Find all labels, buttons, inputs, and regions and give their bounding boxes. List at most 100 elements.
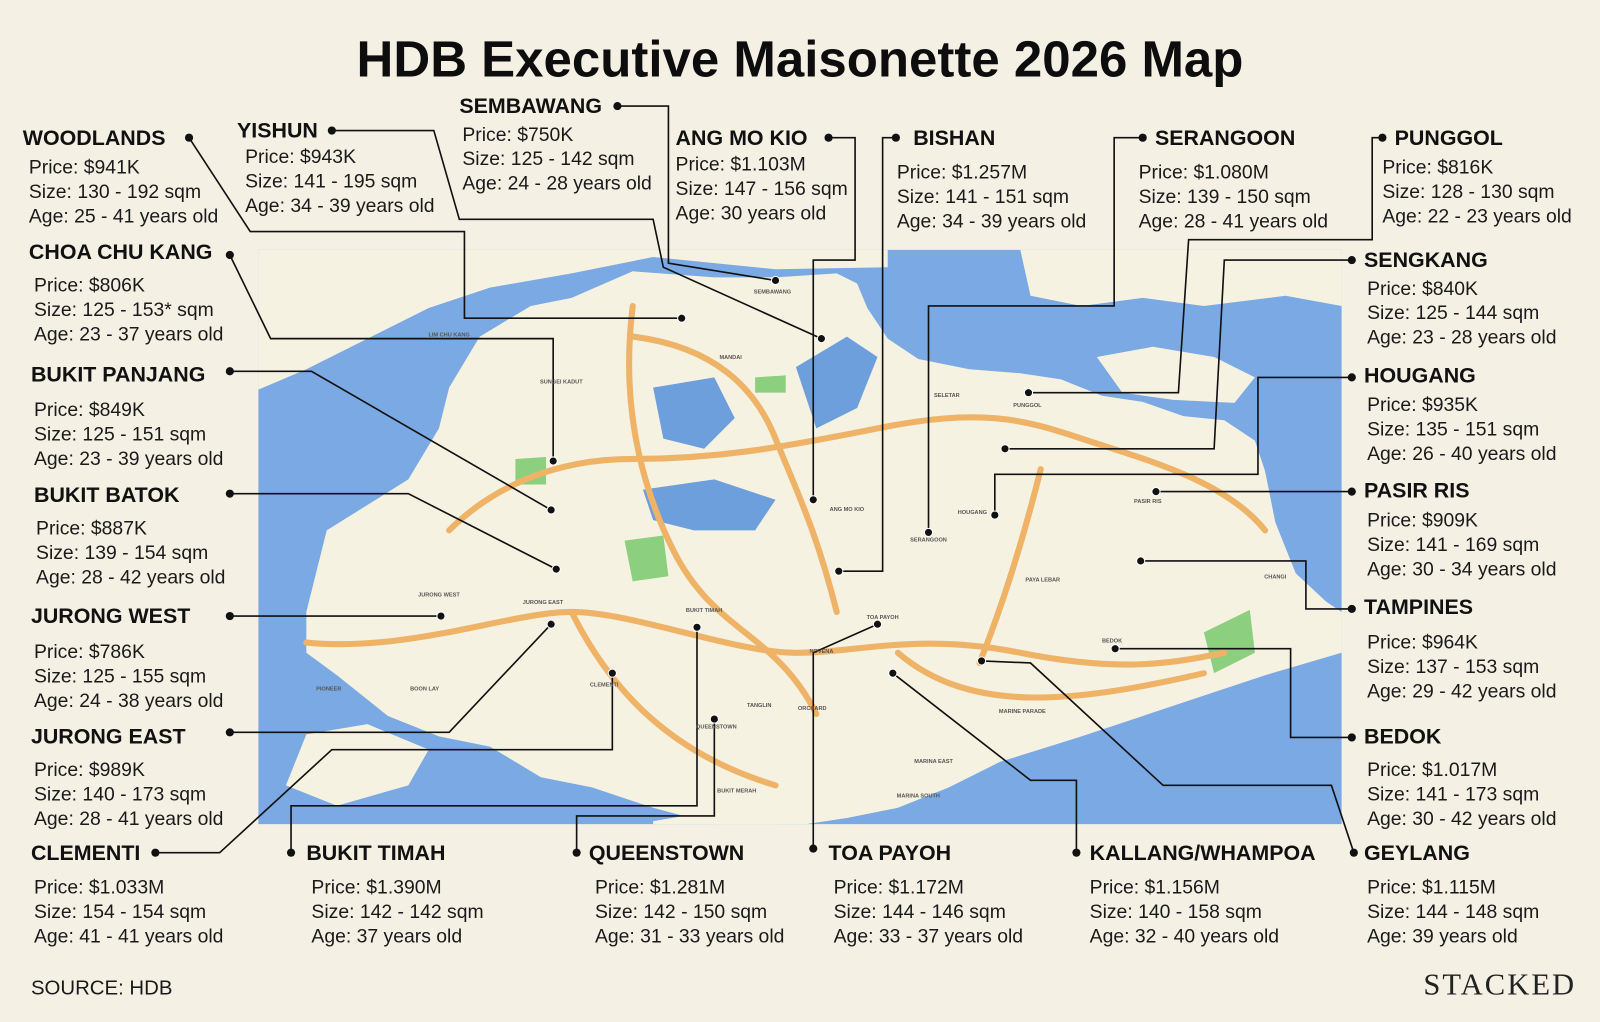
label-dot [1347, 604, 1356, 613]
label-dot [1347, 487, 1356, 496]
johor-land [258, 249, 888, 390]
estate-age: Age: 22 - 23 years old [1382, 205, 1571, 227]
estate-price: Price: $840K [1367, 278, 1478, 300]
leader-line [927, 136, 1143, 533]
estate-size: Size: 125 - 155 sqm [34, 665, 206, 687]
expressway [568, 608, 779, 789]
map-place-label: MANDAI [719, 355, 742, 361]
label-dot [1347, 373, 1356, 382]
estate-price: Price: $964K [1367, 632, 1478, 654]
estate-size: Size: 125 - 153* sqm [34, 299, 214, 321]
estate-price: Price: $989K [34, 759, 145, 781]
map-place-label: ORCHARD [798, 706, 827, 712]
estate-name: TOA PAYOH [829, 841, 952, 865]
map [258, 249, 1342, 825]
map-place-label: PUNGGOL [1013, 403, 1042, 409]
estate-age: Age: 25 - 41 years old [29, 205, 218, 227]
estate-age: Age: 28 - 41 years old [34, 808, 223, 830]
leader-line [290, 627, 698, 853]
location-dot [834, 566, 844, 576]
location-dot [548, 456, 558, 466]
estate-age: Age: 23 - 28 years old [1367, 327, 1556, 349]
location-dot [1151, 487, 1161, 497]
map-place-label: SERANGOON [910, 538, 947, 544]
map-place-label: CHANGI [1264, 574, 1287, 580]
leader-line [229, 254, 554, 462]
label-dot [809, 844, 818, 853]
estate-name: ANG MO KIO [676, 126, 808, 150]
estate-age: Age: 31 - 33 years old [595, 925, 784, 947]
estate-size: Size: 128 - 130 sqm [1382, 181, 1554, 203]
estate-age: Age: 41 - 41 years old [34, 925, 223, 947]
estate-price: Price: $806K [34, 275, 145, 297]
location-dot [677, 313, 687, 323]
leader-line [331, 129, 822, 340]
label-dot [824, 133, 833, 142]
estate-age: Age: 33 - 37 years old [834, 925, 1023, 947]
label-dot [1347, 733, 1356, 742]
map-place-label: NOVENA [809, 649, 833, 655]
map-place-label: MARINA SOUTH [897, 794, 940, 800]
leader-line [575, 719, 716, 853]
expressway [976, 466, 1044, 667]
estate-age: Age: 32 - 40 years old [1090, 925, 1279, 947]
estate-name: BUKIT TIMAH [306, 841, 445, 865]
estate-size: Size: 125 - 142 sqm [462, 148, 634, 170]
map-place-label: TANGLIN [747, 703, 771, 709]
estate-size: Size: 125 - 144 sqm [1367, 302, 1539, 324]
reservoir [795, 336, 878, 429]
estate-age: Age: 30 - 42 years old [1367, 808, 1556, 830]
location-dot [692, 622, 702, 632]
location-dot [436, 611, 446, 621]
leader-line [1115, 647, 1352, 739]
leader-line [188, 137, 682, 320]
estate-size: Size: 147 - 156 sqm [676, 178, 848, 200]
estate-price: Price: $1.156M [1090, 876, 1220, 898]
map-place-label: BOON LAY [410, 687, 439, 693]
estate-name: YISHUN [237, 119, 318, 143]
estate-price: Price: $1.017M [1367, 759, 1497, 781]
leader-line [993, 376, 1352, 516]
estate-price: Price: $935K [1367, 394, 1478, 416]
location-dot [1136, 556, 1146, 566]
expressway [894, 649, 1207, 701]
estate-name: WOODLANDS [23, 126, 166, 150]
label-dot [286, 848, 296, 857]
leader-line [229, 370, 552, 511]
estate-name: JURONG EAST [31, 725, 186, 749]
estate-size: Size: 139 - 154 sqm [36, 542, 208, 564]
estate-name: SERANGOON [1155, 126, 1295, 150]
estate-age: Age: 30 - 34 years old [1367, 558, 1556, 580]
estate-price: Price: $1.103M [676, 153, 806, 175]
map-place-label: QUEENSTOWN [696, 724, 737, 730]
singapore-island [306, 271, 1342, 825]
estate-size: Size: 144 - 148 sqm [1367, 901, 1539, 923]
estate-name: CHOA CHU KANG [29, 240, 213, 264]
estate-name: CLEMENTI [31, 841, 140, 865]
label-dot [225, 611, 234, 621]
leader-line [1140, 560, 1352, 610]
estate-price: Price: $943K [245, 146, 356, 168]
map-place-label: PASIR RIS [1134, 499, 1162, 505]
location-dot [770, 275, 781, 286]
estate-age: Age: 23 - 39 years old [34, 448, 223, 470]
label-dot [225, 250, 234, 260]
map-place-label: BUKIT TIMAH [686, 608, 722, 614]
location-dot [1023, 388, 1034, 398]
johor-east-land [1020, 249, 1342, 306]
leader-line [838, 136, 896, 572]
estate-name: QUEENSTOWN [589, 841, 744, 865]
leader-line [229, 623, 552, 734]
map-place-label: CLEMENTI [590, 682, 619, 688]
estate-size: Size: 141 - 195 sqm [245, 171, 417, 193]
map-place-label: MARINA EAST [914, 759, 953, 765]
estate-price: Price: $750K [462, 124, 573, 146]
estate-age: Age: 26 - 40 years old [1367, 443, 1556, 465]
location-dot [976, 656, 987, 666]
estate-age: Age: 39 years old [1367, 925, 1518, 947]
expressway [446, 414, 1269, 534]
map-place-label: SELETAR [934, 393, 960, 399]
estate-age: Age: 24 - 28 years old [462, 173, 651, 195]
location-dot [888, 668, 898, 678]
estate-price: Price: $816K [1382, 156, 1493, 178]
